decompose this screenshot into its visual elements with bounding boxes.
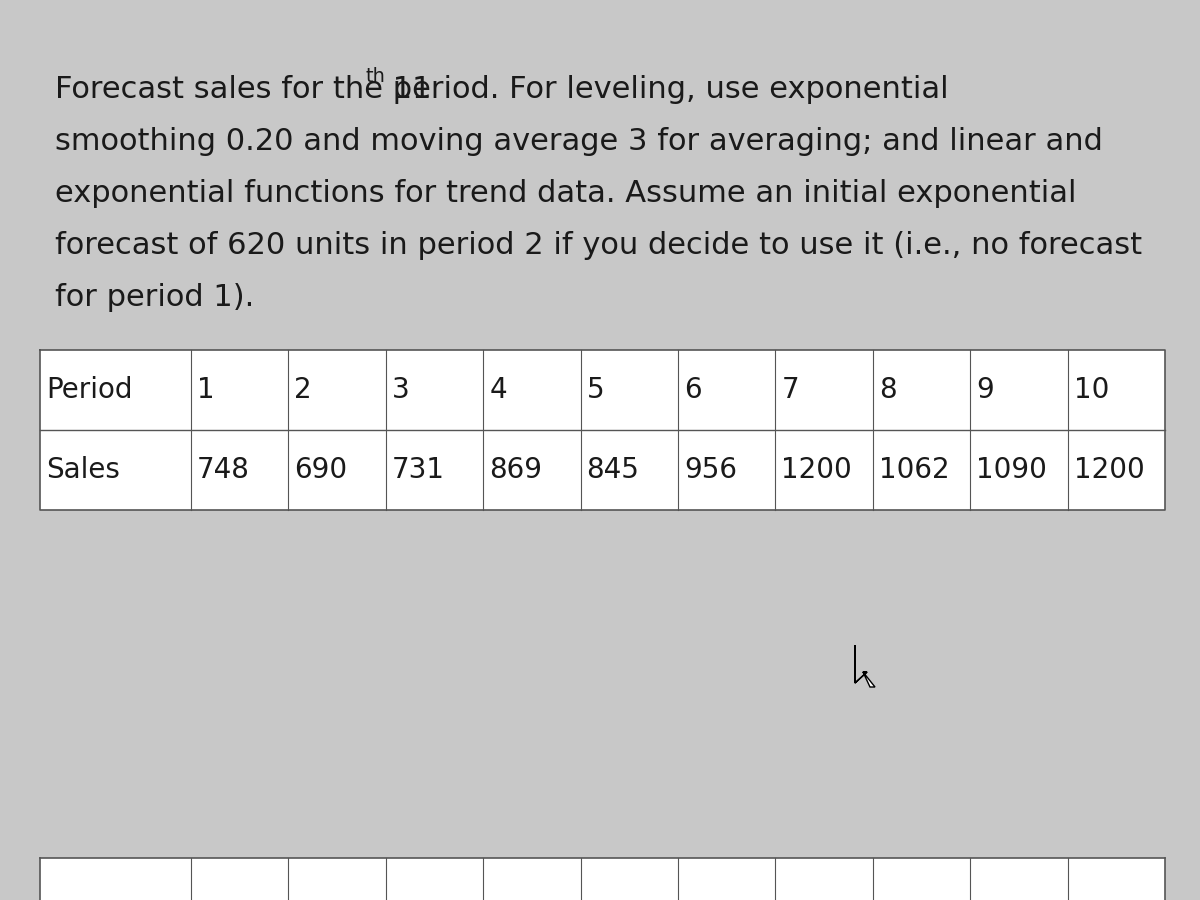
Text: 748: 748 (197, 456, 250, 484)
Text: 10: 10 (1074, 376, 1109, 404)
Text: 2: 2 (294, 376, 312, 404)
Text: 3: 3 (391, 376, 409, 404)
Text: th: th (365, 67, 385, 86)
Text: period. For leveling, use exponential: period. For leveling, use exponential (383, 75, 948, 104)
Text: 956: 956 (684, 456, 737, 484)
Text: 6: 6 (684, 376, 702, 404)
Text: 1200: 1200 (1074, 456, 1145, 484)
Text: Sales: Sales (46, 456, 120, 484)
Text: 7: 7 (781, 376, 799, 404)
Text: 1062: 1062 (878, 456, 949, 484)
Text: Period: Period (46, 376, 132, 404)
Text: 845: 845 (587, 456, 640, 484)
Text: Forecast sales for the 11: Forecast sales for the 11 (55, 75, 432, 104)
Polygon shape (854, 645, 875, 687)
Text: 869: 869 (490, 456, 542, 484)
Text: 1090: 1090 (976, 456, 1048, 484)
Text: 4: 4 (490, 376, 506, 404)
Text: 9: 9 (976, 376, 994, 404)
Bar (40, 350, 1165, 510)
Bar (40, 858, 1165, 900)
Text: smoothing 0.20 and moving average 3 for averaging; and linear and: smoothing 0.20 and moving average 3 for … (55, 127, 1103, 156)
Text: 8: 8 (878, 376, 896, 404)
Text: 731: 731 (391, 456, 445, 484)
Text: 1: 1 (197, 376, 215, 404)
Text: forecast of 620 units in period 2 if you decide to use it (i.e., no forecast: forecast of 620 units in period 2 if you… (55, 231, 1142, 260)
Text: exponential functions for trend data. Assume an initial exponential: exponential functions for trend data. As… (55, 179, 1076, 208)
Text: 5: 5 (587, 376, 605, 404)
Text: 1200: 1200 (781, 456, 852, 484)
Text: 690: 690 (294, 456, 348, 484)
Text: for period 1).: for period 1). (55, 283, 254, 312)
